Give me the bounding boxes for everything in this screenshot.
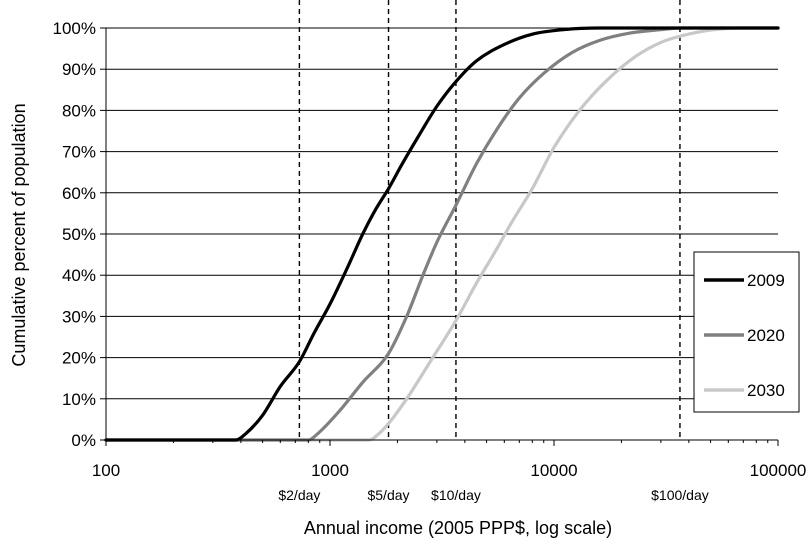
legend: 2009 2020 2030 (693, 251, 800, 413)
y-tick-label: 0% (71, 431, 96, 450)
series-line-2030 (104, 26, 780, 442)
y-tick-label: 60% (62, 184, 96, 203)
series-line-2020 (104, 26, 780, 442)
series-line-2009 (104, 26, 780, 442)
y-tick-label: 50% (62, 225, 96, 244)
reference-line-label: $10/day (431, 487, 481, 503)
reference-line-label: $2/day (278, 487, 320, 503)
y-axis-title: Cumulative percent of population (9, 103, 29, 366)
axis-layer: 0% 10% 20% 30% 40% 50% 60% 70% 80% 90% 100% 100 1000… (53, 19, 807, 480)
y-tick-label: 80% (62, 101, 96, 120)
x-tick-label: 100 (92, 461, 120, 480)
legend-label: 2030 (747, 381, 785, 400)
y-tick-label: 20% (62, 349, 96, 368)
x-tick-label: 100000 (750, 461, 807, 480)
y-tick-label: 30% (62, 307, 96, 326)
x-axis-title: Annual income (2005 PPP$, log scale) (304, 518, 612, 538)
reference-lines: $2/day $5/day $10/day $100/day (278, 0, 709, 503)
y-tick-label: 90% (62, 60, 96, 79)
reference-line-label: $5/day (367, 487, 409, 503)
x-tick-label: 10000 (530, 461, 577, 480)
reference-line-label: $100/day (651, 487, 709, 503)
series-layer (104, 26, 780, 442)
y-tick-label: 40% (62, 266, 96, 285)
legend-label: 2020 (747, 326, 785, 345)
y-tick-label: 100% (53, 19, 96, 38)
x-tick-label: 1000 (311, 461, 349, 480)
y-tick-label: 70% (62, 143, 96, 162)
y-tick-label: 10% (62, 390, 96, 409)
legend-label: 2009 (747, 271, 785, 290)
